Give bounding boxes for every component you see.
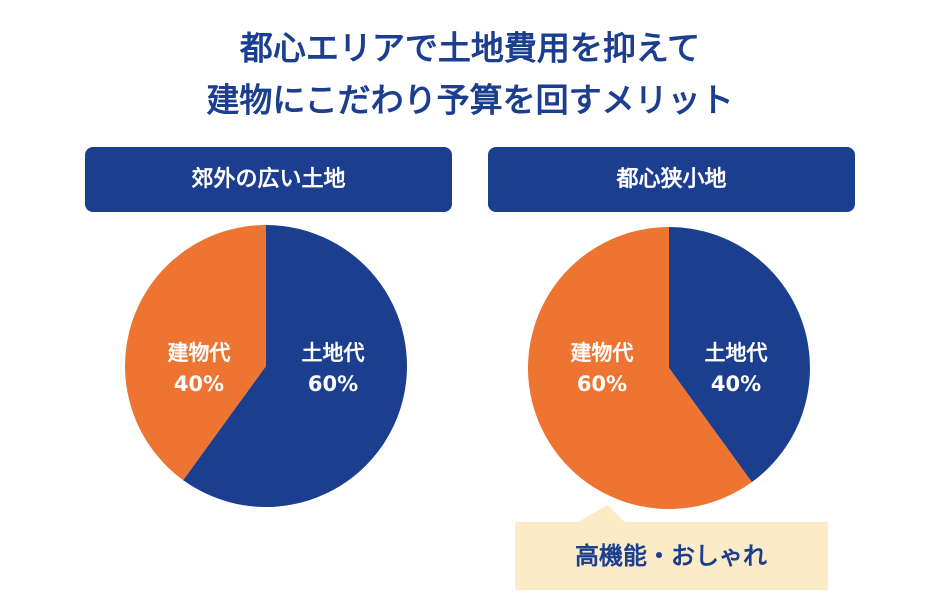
title-line: 建物にこだわり予算を回すメリット: [206, 81, 733, 120]
slice-value-label: 60%: [577, 372, 627, 396]
slice-category: 建物代: [570, 341, 633, 365]
slice-category: 土地代: [302, 341, 365, 365]
title-line: 都心エリアで土地費用を抑えて: [239, 29, 700, 68]
panel-header: [488, 147, 855, 212]
slice-value-label: 40%: [711, 372, 761, 396]
callout-text: 高機能・おしゃれ: [575, 542, 767, 570]
pie-slice: [527, 227, 752, 510]
slice-value-label: 60%: [308, 372, 358, 396]
callout-box: [515, 505, 828, 590]
panel-title: 郊外の広い土地: [191, 166, 345, 192]
pie-slice: [183, 225, 407, 507]
slice-category: 土地代: [705, 341, 768, 365]
panel-title: 都心狭小地: [615, 167, 726, 192]
slice-value-label: 40%: [174, 372, 224, 396]
pie-slice: [669, 227, 810, 483]
pie-slice: [124, 225, 267, 481]
panel-header: [85, 147, 452, 212]
slice-category: 建物代: [167, 341, 230, 365]
